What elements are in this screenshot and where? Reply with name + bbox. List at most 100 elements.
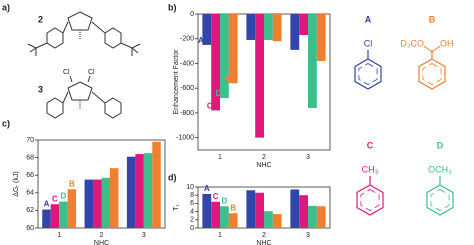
bar xyxy=(42,209,51,228)
bar xyxy=(211,14,220,111)
x-tick-label: 1 xyxy=(57,232,61,239)
bar xyxy=(202,193,212,228)
series-label: D xyxy=(222,196,228,205)
ring-inner xyxy=(360,189,380,211)
y-tick-label: 68 xyxy=(26,154,34,161)
bar xyxy=(308,14,317,108)
series-label: B xyxy=(230,203,236,212)
bar xyxy=(228,14,238,84)
series-label: B xyxy=(69,179,75,188)
series-label: D xyxy=(216,89,222,98)
compound-number: 2 xyxy=(38,14,43,24)
y-tick-label: -800 xyxy=(180,110,194,117)
bar xyxy=(109,168,119,228)
ring xyxy=(354,58,382,90)
bar xyxy=(246,190,256,228)
bar xyxy=(308,205,317,228)
y-tick-label: -600 xyxy=(180,85,194,92)
structure-3 xyxy=(46,75,122,119)
x-tick-label: 2 xyxy=(100,232,104,239)
substituent: Cl xyxy=(88,69,95,76)
y-tick-label: -1000 xyxy=(176,134,194,141)
ring-inner xyxy=(430,189,450,211)
bar xyxy=(143,153,153,228)
ring xyxy=(426,184,454,216)
series-label: C xyxy=(213,192,219,201)
bar xyxy=(84,179,94,228)
y-tick-label: 60 xyxy=(26,225,34,232)
series-label: A xyxy=(44,200,50,209)
ring xyxy=(418,58,446,90)
bar xyxy=(67,189,77,228)
y-tick-label: -400 xyxy=(180,60,194,67)
ring xyxy=(356,184,384,216)
ring-inner xyxy=(422,63,442,85)
molecule-label: D xyxy=(437,140,444,150)
bar xyxy=(299,14,308,36)
panel-label: b) xyxy=(168,2,177,12)
series-label: C xyxy=(207,102,213,111)
bar xyxy=(211,201,220,228)
x-axis-label: NHC xyxy=(94,240,109,245)
structure-2 xyxy=(27,11,141,56)
bar xyxy=(272,214,282,228)
bond xyxy=(423,45,433,53)
bar xyxy=(50,204,60,228)
y-tick-label: 8 xyxy=(190,192,194,199)
compound-number: 3 xyxy=(38,84,43,94)
bar xyxy=(264,14,273,40)
bar xyxy=(316,14,326,61)
molecule-label: A xyxy=(365,14,372,24)
x-tick-label: 2 xyxy=(262,154,266,161)
substituent: Cl xyxy=(364,38,373,48)
panel-label: a) xyxy=(2,2,10,12)
bar xyxy=(299,195,308,228)
x-tick-label: 3 xyxy=(142,232,146,239)
bar xyxy=(220,14,229,99)
y-axis-label: T₁ xyxy=(173,204,180,211)
x-axis-label: NHC xyxy=(256,162,271,169)
substituent: Cl xyxy=(63,69,70,76)
x-axis-label: NHC xyxy=(256,240,271,245)
y-tick-label: 2 xyxy=(190,217,194,224)
bar xyxy=(246,14,256,40)
y-tick-label: 6 xyxy=(190,200,194,207)
y-tick-label: 64 xyxy=(26,190,34,197)
series-label: D xyxy=(61,192,67,201)
bar xyxy=(290,14,300,50)
y-tick-label: 0 xyxy=(190,225,194,232)
x-tick-label: 1 xyxy=(218,232,222,239)
molecule-label: B xyxy=(429,14,436,24)
x-tick-label: 3 xyxy=(306,232,310,239)
substituent: OCH₃ xyxy=(428,164,452,174)
series-label: A xyxy=(198,36,204,45)
y-tick-label: 70 xyxy=(26,137,34,144)
x-tick-label: 1 xyxy=(218,154,222,161)
molecule-label: C xyxy=(367,140,374,150)
bar xyxy=(255,192,264,228)
panel-label: c) xyxy=(2,118,10,128)
bar xyxy=(316,206,326,228)
bar xyxy=(264,211,273,228)
bar xyxy=(228,213,238,228)
series-label: B xyxy=(224,74,230,83)
bar xyxy=(202,14,212,45)
y-axis-label: Enhancement Factor xyxy=(173,49,180,115)
y-tick-label: 4 xyxy=(190,208,194,215)
substituent: CH₃ xyxy=(362,164,379,174)
y-tick-label: -200 xyxy=(180,36,194,43)
bar xyxy=(93,179,102,228)
bond xyxy=(431,45,441,53)
bar xyxy=(101,177,110,228)
y-tick-label: 10 xyxy=(186,184,194,191)
bar xyxy=(255,14,264,138)
substituent: OH xyxy=(440,38,454,48)
y-tick-label: 62 xyxy=(26,207,34,214)
bar xyxy=(135,154,144,228)
x-tick-label: 3 xyxy=(306,154,310,161)
bar xyxy=(126,156,136,228)
y-axis-label: ΔGᵣ (kJ) xyxy=(13,171,20,196)
bar xyxy=(290,189,300,228)
substituent: D₃CO xyxy=(400,38,424,48)
bar xyxy=(59,201,68,228)
